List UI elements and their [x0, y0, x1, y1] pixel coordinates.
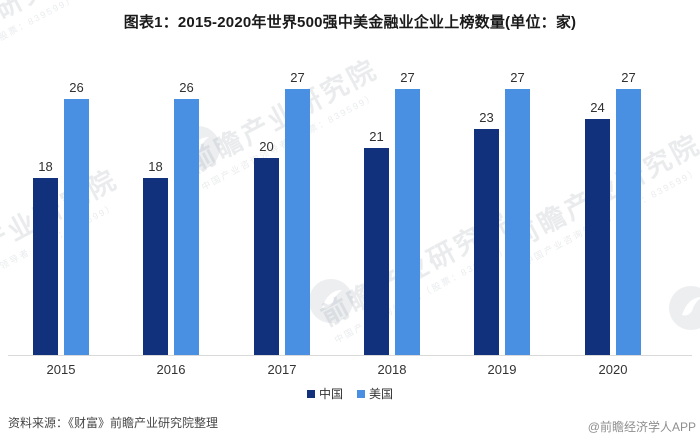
bar-value-label-china-2016: 18: [148, 159, 163, 174]
bar-us-2020: [616, 89, 641, 355]
plot-area: 18 26 18 26 20 27 21 27 23 27 24 27: [0, 60, 700, 355]
x-axis-line: [8, 355, 692, 356]
bar-value-label-china-2020: 24: [590, 100, 605, 115]
bar-us-2019: [505, 89, 530, 355]
bar-value-label-us-2020: 27: [621, 70, 636, 85]
bar-china-2020: [585, 119, 610, 355]
bar-us-2016: [174, 99, 199, 355]
x-tick-label-2018: 2018: [377, 362, 407, 377]
bar-china-2017: [254, 158, 279, 355]
legend-swatch-us: [357, 389, 365, 398]
x-tick-label-2020: 2020: [598, 362, 628, 377]
source-note: 资料来源：《财富》前瞻产业研究院整理: [8, 416, 219, 430]
bar-value-label-us-2015: 26: [69, 80, 84, 95]
legend-item-china: 中国: [306, 385, 343, 402]
legend-item-us: 美国: [357, 385, 393, 402]
legend-label-us: 美国: [369, 387, 394, 401]
bar-value-label-china-2019: 23: [479, 110, 494, 125]
bar-value-label-us-2017: 27: [290, 70, 305, 85]
legend: 中国 美国: [0, 385, 700, 402]
bar-value-label-us-2018: 27: [400, 70, 415, 85]
bar-china-2019: [474, 129, 499, 355]
bar-china-2018: [364, 148, 389, 355]
bar-us-2017: [285, 89, 310, 355]
x-tick-label-2015: 2015: [46, 362, 76, 377]
bar-us-2015: [64, 99, 89, 355]
x-tick-label-2017: 2017: [267, 362, 297, 377]
attribution-note: @前瞻经济学人APP: [587, 420, 696, 434]
bar-value-label-china-2018: 21: [369, 129, 384, 144]
x-tick-label-2016: 2016: [156, 362, 186, 377]
bar-value-label-china-2015: 18: [38, 159, 53, 174]
x-tick-label-2019: 2019: [487, 362, 517, 377]
bar-china-2016: [143, 178, 168, 355]
legend-swatch-china: [306, 389, 315, 398]
bar-value-label-china-2017: 20: [259, 139, 274, 154]
bar-value-label-us-2016: 26: [179, 80, 194, 95]
bar-us-2018: [395, 89, 420, 355]
legend-label-china: 中国: [318, 387, 343, 401]
chart-title: 图表1：2015-2020年世界500强中美金融业企业上榜数量(单位：家): [123, 14, 577, 31]
bar-value-label-us-2019: 27: [510, 70, 525, 85]
bar-china-2015: [33, 178, 58, 355]
